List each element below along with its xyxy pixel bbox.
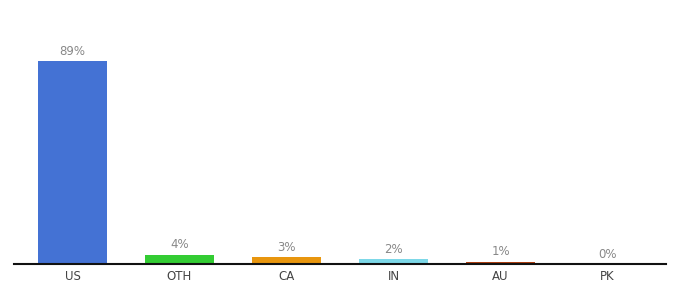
Text: 3%: 3%	[277, 241, 296, 254]
Bar	[37, 61, 107, 264]
Text: 0%: 0%	[598, 248, 617, 261]
Bar	[359, 260, 428, 264]
Bar	[145, 255, 214, 264]
Bar	[252, 257, 321, 264]
Text: 2%: 2%	[384, 243, 403, 256]
Text: 89%: 89%	[59, 45, 86, 58]
Text: 4%: 4%	[170, 238, 189, 251]
Bar	[466, 262, 535, 264]
Text: 1%: 1%	[491, 245, 510, 258]
